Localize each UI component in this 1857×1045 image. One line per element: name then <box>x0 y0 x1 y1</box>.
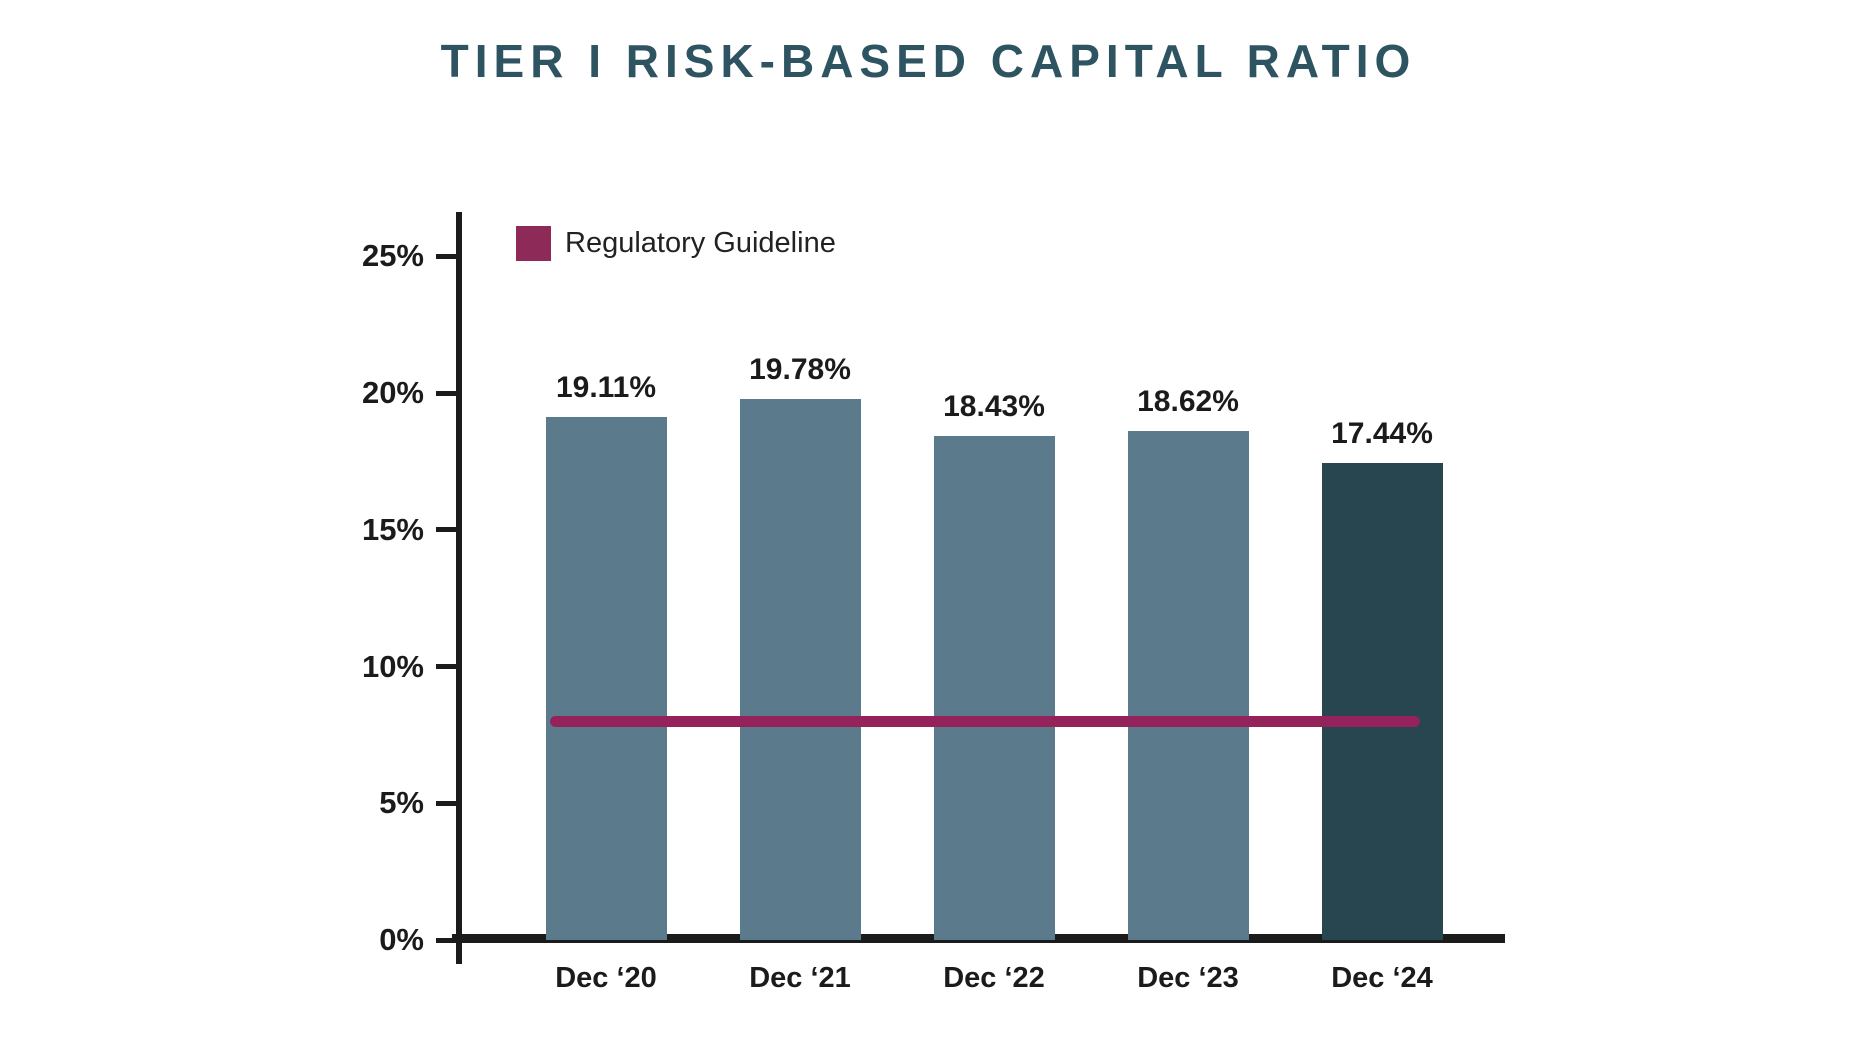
x-axis-label: Dec ‘22 <box>943 962 1045 994</box>
y-axis-tick-mark <box>436 527 460 533</box>
x-axis-label: Dec ‘21 <box>749 962 851 994</box>
bar-value-label: 19.11% <box>555 371 657 405</box>
bar-dec-21 <box>739 399 861 940</box>
bar-value-label: 17.44% <box>1331 417 1433 451</box>
y-axis-tick-label: 15% <box>361 511 424 547</box>
bar-dec-20 <box>545 417 667 940</box>
y-axis-tick-label: 25% <box>361 238 424 274</box>
bar-value-label: 18.43% <box>943 389 1045 423</box>
y-axis-tick-mark <box>436 664 460 669</box>
x-axis-label: Dec ‘23 <box>1137 962 1239 994</box>
regulatory-guideline-line <box>550 715 1420 727</box>
x-axis-label: Dec ‘20 <box>555 962 657 994</box>
y-axis-tick-label: 10% <box>361 648 424 684</box>
bar-dec-23 <box>1127 430 1249 940</box>
bar-value-label: 18.62% <box>1137 384 1239 418</box>
legend: Regulatory Guideline <box>516 226 836 261</box>
y-axis-tick-label: 5% <box>379 785 424 821</box>
y-axis-tick-label: 0% <box>379 922 424 957</box>
y-axis-tick-mark <box>436 800 460 806</box>
y-axis-tick-mark <box>436 253 460 259</box>
y-axis-tick-label: 20% <box>361 375 424 410</box>
chart-title: TIER I RISK-BASED CAPITAL RATIO <box>440 35 1417 87</box>
legend-swatch <box>516 226 551 261</box>
y-axis-line <box>456 212 462 964</box>
y-axis-tick-mark <box>436 937 460 943</box>
bar-dec-22 <box>933 435 1055 940</box>
bar-value-label: 19.78% <box>749 353 851 387</box>
y-axis-tick-mark <box>436 390 460 396</box>
legend-label: Regulatory Guideline <box>565 227 836 259</box>
x-axis-label: Dec ‘24 <box>1331 962 1433 994</box>
bar-dec-24 <box>1321 463 1443 940</box>
